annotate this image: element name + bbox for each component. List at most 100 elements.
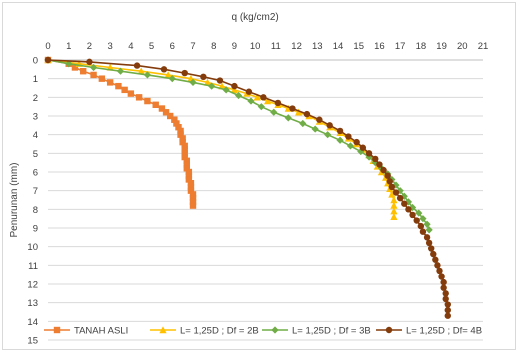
legend-marker [159,326,167,334]
data-point [44,56,52,64]
data-point [384,172,391,179]
x-tick-label: 0 [45,41,50,52]
data-point [187,180,195,187]
data-point [324,131,332,139]
data-point [388,190,396,198]
x-tick-label: 17 [395,41,406,52]
data-point [390,213,398,220]
data-point [289,105,296,112]
data-point [359,144,367,151]
data-point [177,127,184,135]
y-tick-label: 1 [33,74,38,85]
data-point [409,211,416,219]
data-point [434,262,441,269]
data-point [390,207,398,215]
x-tick-label: 13 [312,41,323,52]
y-tick-label: 5 [33,149,38,160]
data-point [133,62,141,69]
data-point [116,67,125,75]
data-point [143,71,152,79]
data-point [390,196,398,204]
data-point [428,245,435,252]
x-tick-label: 16 [374,41,385,52]
legend-label: L= 1,25D ; Df = 2B [180,326,259,337]
data-point [65,60,73,68]
data-point [189,198,197,206]
y-tick-label: 7 [33,186,38,197]
data-point [376,161,383,168]
data-point [216,77,224,84]
data-point [284,114,292,122]
data-point [388,183,396,191]
data-point [326,122,333,129]
data-point [440,278,447,286]
data-point [208,82,216,90]
y-tick-label: 15 [27,336,38,347]
data-point [386,178,393,185]
data-point [440,284,447,291]
data-point [187,187,195,194]
data-point [425,239,433,247]
x-tick-label: 4 [128,41,133,52]
data-point [135,94,143,101]
data-point [438,273,445,280]
x-tick-label: 7 [190,41,195,52]
series-line-1 [47,59,194,206]
data-point [86,58,93,66]
legend-label: TANAH ASLI [74,326,128,337]
data-point [181,146,188,153]
x-tick-label: 15 [353,41,364,52]
data-point [127,90,135,97]
data-point [380,166,387,174]
data-point [423,234,431,241]
data-point [417,222,425,230]
data-point [189,78,197,86]
data-point [185,172,193,179]
data-point [181,153,188,161]
grid-layer [48,59,483,341]
data-point [365,150,373,157]
data-point [98,75,106,82]
data-point [245,88,253,95]
data-point [413,217,420,224]
x-tick-label: 6 [170,41,175,52]
data-point [152,101,159,108]
data-point [274,99,282,107]
x-tick-label: 21 [478,41,489,52]
y-tick-label: 6 [33,168,38,179]
data-point [137,67,145,75]
data-point [444,312,451,319]
y-tick-label: 10 [27,242,38,253]
data-point [168,75,176,83]
y-tick-label: 4 [33,130,38,141]
x-tick-label: 8 [211,41,216,52]
data-point [187,183,195,191]
data-point [177,131,184,138]
data-point [121,86,128,94]
data-point [164,71,172,79]
data-point [89,63,98,72]
data-point [396,187,404,195]
y-tick-label: 8 [33,205,38,216]
data-point [189,194,197,202]
series-line-3 [47,59,430,231]
legend-item-1: TANAH ASLI [44,326,128,337]
x-tick-label: 3 [107,41,112,52]
data-point [444,301,451,308]
data-point [115,82,122,90]
x-tick-label: 14 [333,41,344,52]
series-3 [44,56,433,234]
y-tick-label: 0 [33,56,38,67]
data-point [419,215,427,223]
data-point [432,256,439,263]
data-point [222,86,230,94]
data-point [390,201,398,209]
data-point [405,206,412,213]
data-point [167,112,174,120]
x-tick-label: 9 [232,41,237,52]
data-point [311,125,319,133]
data-point [442,290,449,297]
x-tick-label: 10 [250,41,261,52]
series-4 [44,56,451,319]
